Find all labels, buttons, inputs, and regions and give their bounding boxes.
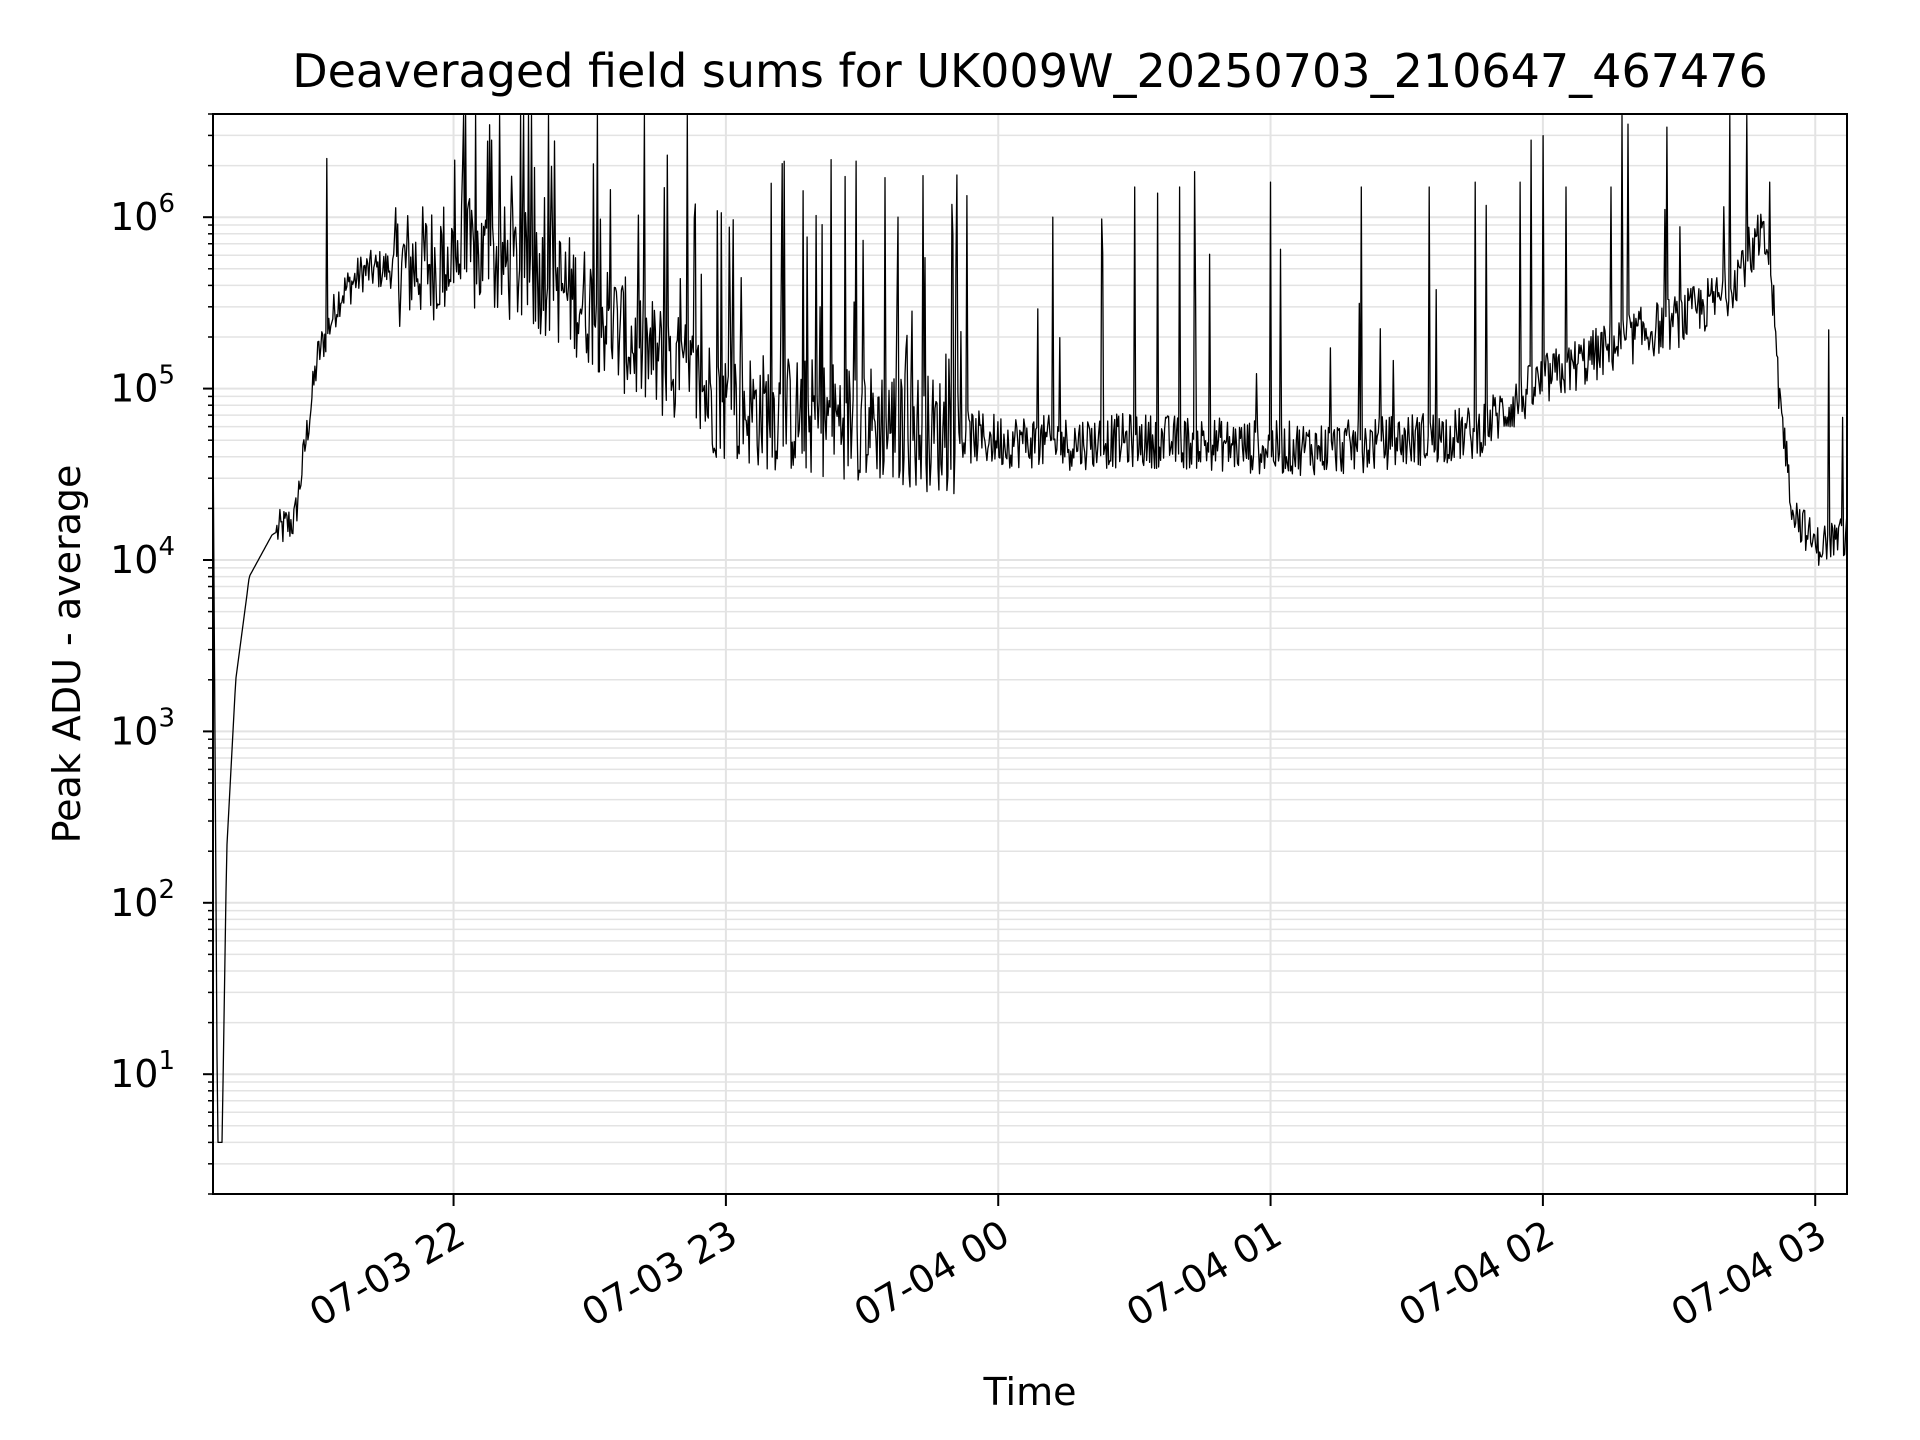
- grid: [213, 113, 1847, 1195]
- y-tick-label: 101: [110, 1046, 175, 1096]
- plot-area: [212, 114, 1848, 1144]
- y-tick-base: 10: [110, 709, 158, 753]
- x-tick-label: 07-04 03: [1664, 1212, 1834, 1336]
- y-tick-label: 106: [110, 189, 175, 239]
- y-tick-exponent: 3: [158, 703, 175, 733]
- y-tick-base: 10: [110, 881, 158, 925]
- y-tick-base: 10: [110, 367, 158, 411]
- y-tick-exponent: 6: [158, 189, 175, 219]
- y-tick-label: 102: [110, 875, 175, 925]
- y-tick-label: 104: [110, 532, 175, 582]
- x-tick-label: 07-03 22: [302, 1212, 472, 1336]
- y-tick-base: 10: [110, 538, 158, 582]
- y-tick-label: 103: [110, 703, 175, 753]
- y-tick-exponent: 1: [158, 1046, 175, 1076]
- x-tick-label: 07-04 00: [847, 1212, 1017, 1336]
- y-tick-exponent: 4: [158, 532, 175, 562]
- y-tick-exponent: 2: [158, 875, 175, 905]
- x-tick-label: 07-04 02: [1391, 1212, 1561, 1336]
- y-tick-label: 105: [110, 361, 175, 411]
- x-tick-label: 07-04 01: [1119, 1212, 1289, 1336]
- x-axis-ticks: 07-03 22 07-03 23 07-04 00 07-04 01 07-04 02…: [302, 1194, 1834, 1335]
- chart-title: Deaveraged field sums for UK009W_2025070…: [292, 44, 1768, 98]
- y-tick-exponent: 5: [158, 361, 175, 391]
- x-axis-label: Time: [983, 1370, 1077, 1414]
- series-line: [212, 114, 1848, 1144]
- x-tick-label: 07-03 23: [574, 1212, 744, 1336]
- plot-frame: [212, 113, 1848, 1195]
- y-tick-base: 10: [110, 1052, 158, 1096]
- y-axis-label: Peak ADU - average: [45, 465, 89, 844]
- y-tick-base: 10: [110, 195, 158, 239]
